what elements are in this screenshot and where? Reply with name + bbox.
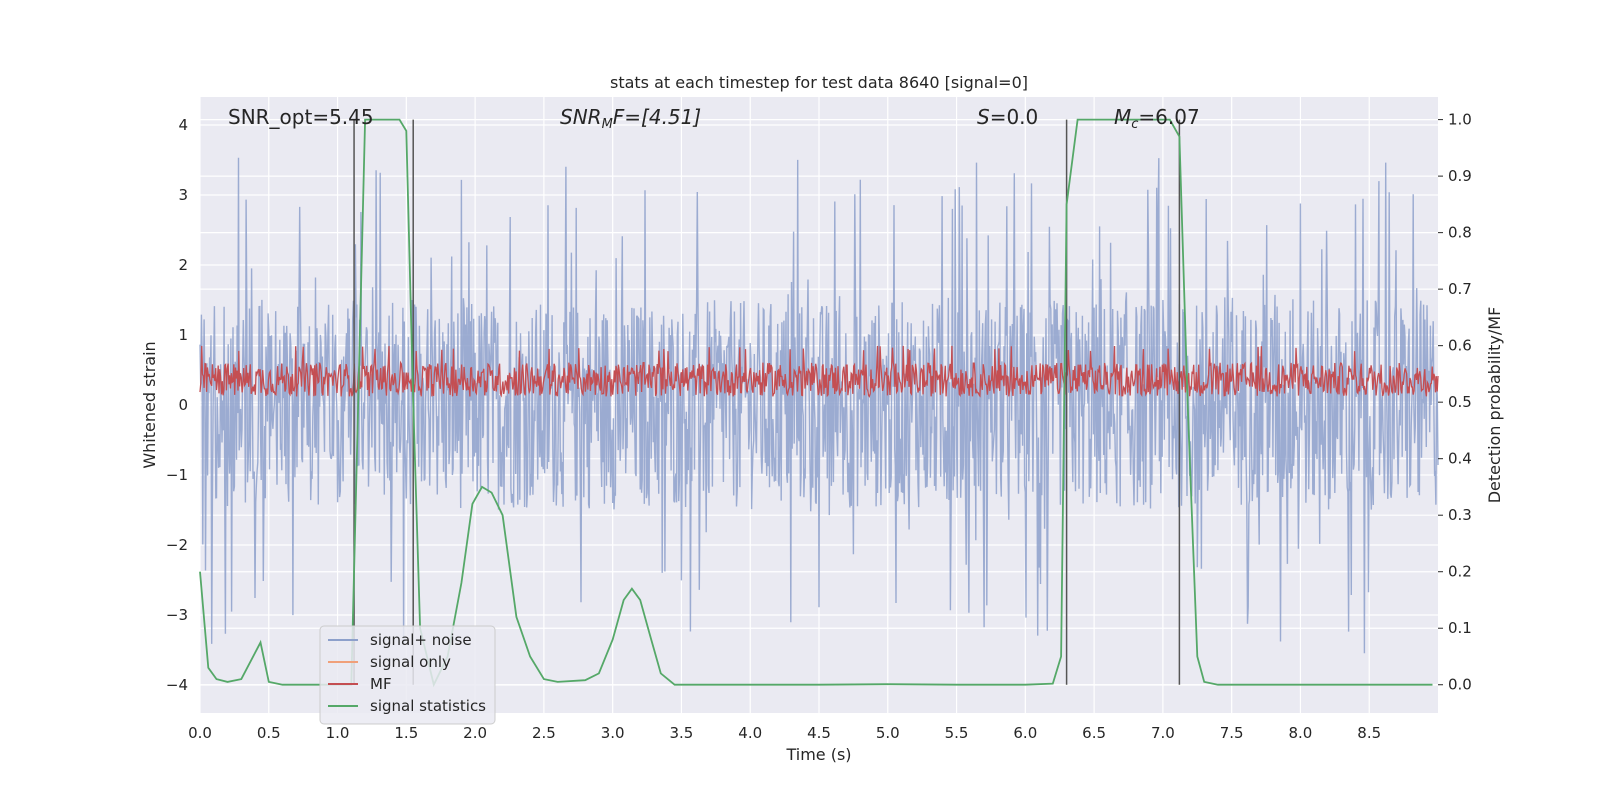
x-tick-label: 7.5 [1220, 724, 1244, 742]
y2-tick-label: 0.2 [1448, 563, 1472, 581]
y-tick-label: 3 [178, 186, 188, 204]
y2-tick-label: 0.5 [1448, 393, 1472, 411]
x-tick-label: 7.0 [1151, 724, 1175, 742]
legend-label-signal-only: signal only [370, 653, 451, 671]
y2-tick-label: 0.0 [1448, 676, 1472, 694]
mf-series [199, 345, 1439, 398]
y-tick-label: −3 [166, 606, 188, 624]
x-tick-label: 1.5 [394, 724, 418, 742]
y2-axis-label: Detection probability/MF [1485, 307, 1504, 504]
x-tick-label: 2.5 [532, 724, 556, 742]
legend-label-signal-statistics: signal statistics [370, 697, 486, 715]
annotation-s: S=0.0 [977, 105, 1038, 129]
x-tick-label: 8.0 [1289, 724, 1313, 742]
y2-tick-label: 0.8 [1448, 224, 1472, 242]
y-tick-label: 1 [178, 326, 188, 344]
y2-tick-label: 0.9 [1448, 167, 1472, 185]
annotation-s-val: =0.0 [990, 105, 1039, 129]
y-tick-label: −4 [166, 676, 188, 694]
annotation-s-var: S [977, 105, 990, 129]
signal-noise-line [199, 157, 1439, 654]
x-tick-labels: 0.0 0.5 1.0 1.5 2.0 2.5 3.0 3.5 4.0 4.5 5.0 5.5 6.0 6… [188, 724, 1381, 742]
x-tick-label: 3.0 [601, 724, 625, 742]
y-tick-label: 0 [178, 396, 188, 414]
y-tick-label: 2 [178, 256, 188, 274]
y-tick-label: 4 [178, 116, 188, 134]
x-tick-label: 0.5 [257, 724, 281, 742]
y2-tick-label: 0.4 [1448, 450, 1472, 468]
annotation-mc: Mc=6.07 [1114, 105, 1200, 132]
y2-tick-label: 0.3 [1448, 506, 1472, 524]
annotation-snr-mf-pre: SNR [560, 105, 602, 129]
legend: signal+ noise signal only MF signal stat… [319, 625, 496, 725]
y2-tick-label: 0.7 [1448, 280, 1472, 298]
x-tick-label: 5.0 [876, 724, 900, 742]
x-tick-label: 4.0 [738, 724, 762, 742]
y-tick-label: −1 [166, 466, 188, 484]
y-axis-label: Whitened strain [140, 341, 159, 468]
x-tick-label: 3.5 [670, 724, 694, 742]
x-tick-label: 6.0 [1013, 724, 1037, 742]
legend-label-signal-noise: signal+ noise [370, 631, 472, 649]
y2-tick-labels: 1.0 0.9 0.8 0.7 0.6 0.5 0.4 0.3 0.2 0.1 0.0 [1438, 111, 1472, 694]
legend-box [319, 625, 496, 725]
annotation-mc-sub: c [1131, 117, 1138, 132]
annotation-snr-mf: SNRMF=[4.51] [560, 105, 701, 132]
y2-tick-label: 1.0 [1448, 111, 1472, 129]
y2-tick-label: 0.6 [1448, 337, 1472, 355]
x-tick-label: 4.5 [807, 724, 831, 742]
annotation-mc-var: M [1114, 105, 1131, 129]
y-tick-labels: 4 3 2 1 0 −1 −2 −3 −4 [166, 116, 188, 694]
signal-noise-series [199, 157, 1439, 654]
x-tick-label: 2.0 [463, 724, 487, 742]
y-tick-label: −2 [166, 536, 188, 554]
annotation-snr-mf-sub: M [602, 117, 613, 132]
annotation-snr-opt: SNR_opt=5.45 [228, 105, 374, 129]
annotation-snr-mf-post: F=[4.51] [613, 105, 701, 129]
y2-tick-label: 0.1 [1448, 619, 1472, 637]
mf-line [199, 345, 1439, 398]
x-tick-label: 5.5 [945, 724, 969, 742]
x-tick-label: 6.5 [1082, 724, 1106, 742]
legend-label-mf: MF [370, 675, 392, 693]
annotation-mc-val: =6.07 [1138, 105, 1199, 129]
x-tick-label: 1.0 [326, 724, 350, 742]
x-axis-label: Time (s) [785, 745, 851, 764]
chart-title: stats at each timestep for test data 864… [610, 73, 1028, 92]
x-tick-label: 8.5 [1357, 724, 1381, 742]
x-tick-label: 0.0 [188, 724, 212, 742]
